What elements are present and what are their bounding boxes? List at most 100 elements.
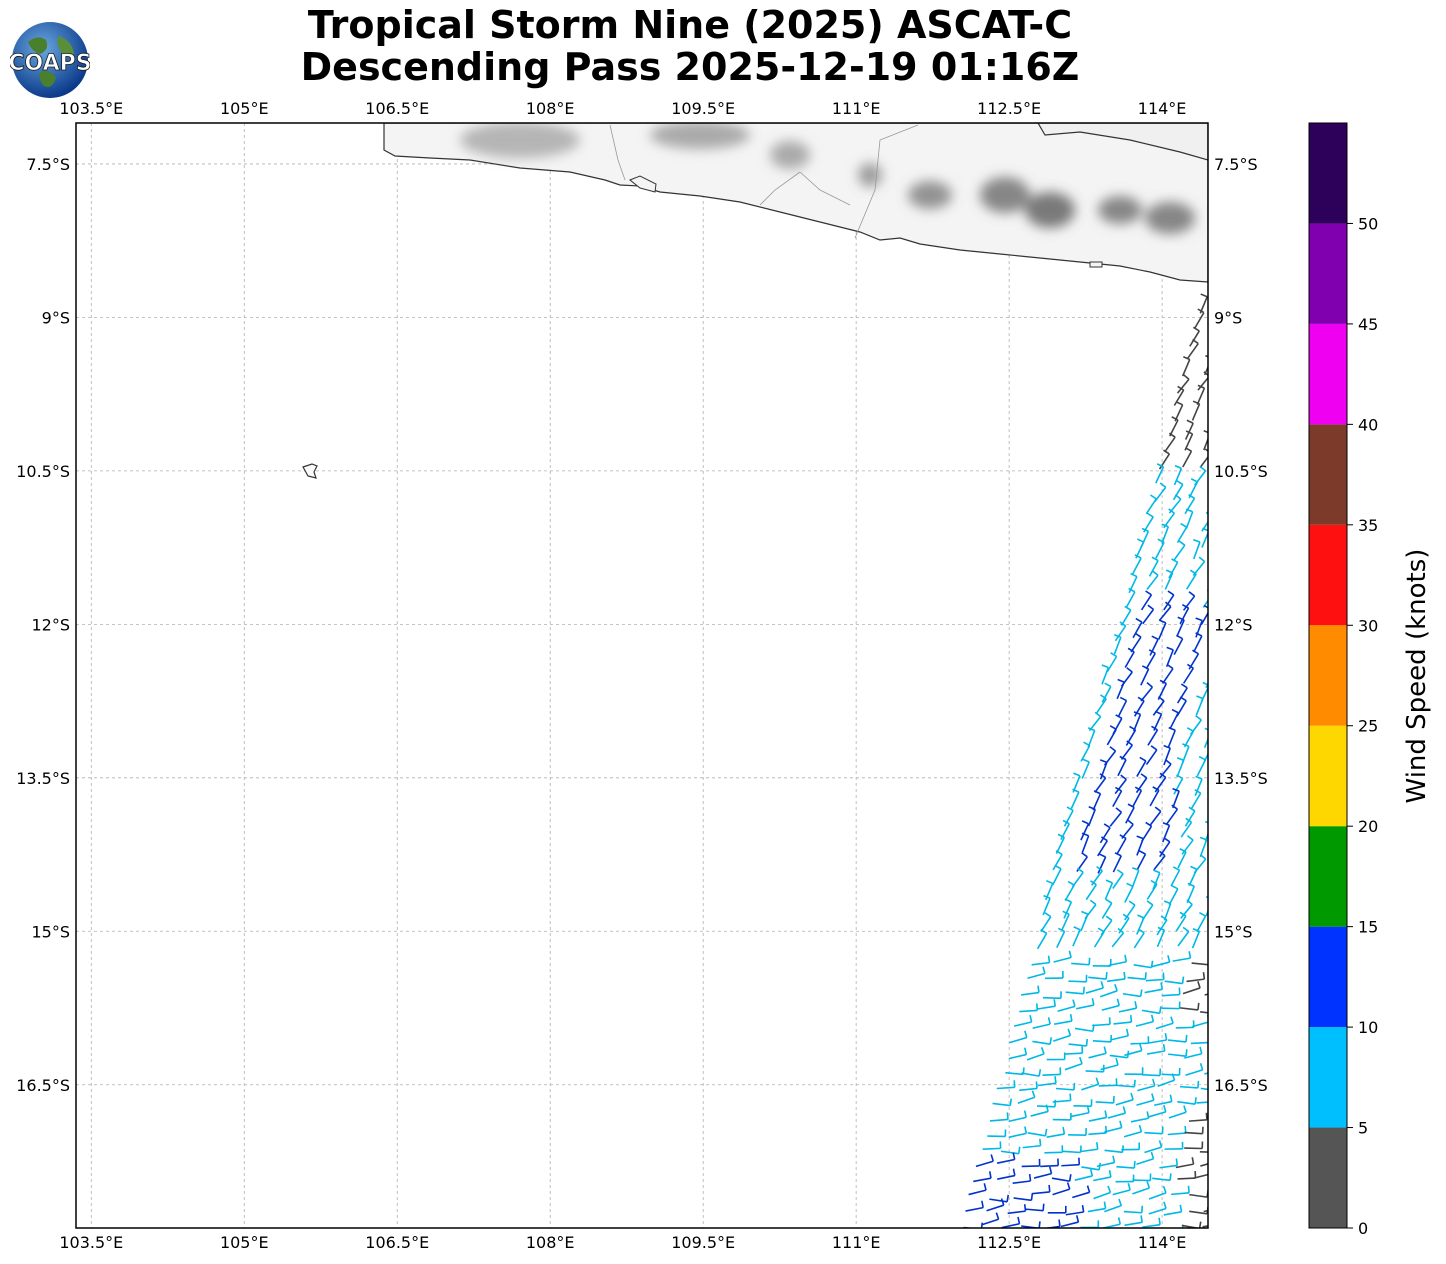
wind-barb [1184,806,1196,827]
wind-barb [1145,745,1158,766]
wind-barb [1173,634,1184,655]
wind-barb [1172,787,1180,809]
wind-barb [1131,554,1142,575]
wind-barb [1152,696,1165,716]
wind-barb [1087,1201,1107,1213]
wind-barb [1114,621,1127,642]
wind-barb [973,1171,992,1183]
colorbar-bin [1309,826,1347,927]
wind-barb [1184,1141,1204,1150]
wind-barb [1061,1157,1081,1167]
wind-barb [1046,1126,1066,1138]
wind-barb [1172,951,1192,962]
wind-barb [1148,1104,1167,1118]
wind-barb [1007,1204,1027,1215]
colorbar-bin [1309,323,1347,425]
wind-barb [1186,972,1206,983]
lon-tick-label-bottom: 112.5°E [977,1233,1041,1252]
wind-barb [996,1152,1016,1164]
colorbar-tick-label: 5 [1358,1119,1368,1138]
axis-tick-labels: 103.5°E 103.5°E 105°E 105°E 106.5°E 106.5°E 10… [16,99,1268,1252]
wind-barb [1148,1201,1167,1215]
wind-barb [1136,850,1147,871]
wind-barb [1152,1173,1172,1182]
wind-barb [1183,727,1195,748]
wind-barb [1190,788,1202,810]
wind-barb [1130,632,1142,653]
lon-tick-label-bottom: 103.5°E [59,1233,123,1252]
wind-barb [1019,1081,1038,1092]
wind-barb [1195,695,1204,716]
wind-barb [1135,773,1148,794]
colorbar-bin [1309,625,1347,726]
wind-barb [1125,803,1135,824]
wind-barb [1027,966,1046,980]
wind-barb [1060,910,1070,931]
wind-barb [1161,1068,1181,1076]
wind-barb [1196,755,1207,777]
wind-barb [1186,882,1196,904]
wind-barb [1081,758,1090,779]
wind-barb [1152,955,1171,968]
wind-barb [1021,985,1040,996]
wind-barb [1155,1016,1174,1030]
wind-barb [1182,663,1194,684]
wind-barb [1205,896,1208,917]
colorbar-tick-label: 30 [1358,616,1378,635]
wind-barb [1053,1028,1072,1042]
wind-barb [1144,1140,1163,1154]
wind-barb [1070,788,1080,809]
wind-barb [1177,926,1190,947]
wind-barb [1199,836,1208,858]
wind-barb [1021,1158,1041,1168]
wind-barb [1124,1043,1143,1057]
wind-barb [981,1212,1000,1226]
wind-barb [1145,972,1165,982]
wind-barb [1097,836,1108,857]
wind-barb [1176,522,1188,544]
lat-tick-label-left: 15°S [31,922,70,941]
wind-barb [1127,972,1147,981]
wind-barb [1168,1034,1188,1043]
wind-barb [1042,991,1062,1000]
wind-barb [1065,986,1086,995]
wind-barb [1162,663,1174,684]
wind-barb [1051,1174,1072,1182]
wind-barb [1175,911,1187,932]
wind-barb [1040,1158,1060,1168]
wind-barb [1081,1077,1100,1091]
wind-barb [1001,1216,1021,1228]
wind-barb [1064,880,1075,902]
lon-tick-label-top: 109.5°E [671,99,735,118]
wind-barb [1180,899,1193,919]
wind-barb [1172,480,1184,501]
wind-barb [1013,1014,1033,1027]
colorbar-tick-label: 25 [1358,717,1378,736]
wind-barb [1052,864,1062,886]
wind-barb [1008,1110,1027,1123]
wind-barb [1188,1112,1208,1122]
wind-barb [1104,1120,1123,1133]
lon-tick-label-bottom: 111°E [832,1233,881,1252]
wind-barb [1132,1173,1152,1182]
wind-barb [1124,647,1135,668]
wind-barb [1072,1185,1091,1199]
wind-barb [1163,744,1171,766]
wind-barb [1092,790,1102,811]
wind-barb [1188,865,1198,886]
wind-barb [1191,400,1201,421]
wind-barb [1008,1126,1028,1139]
wind-barb [1175,1157,1195,1169]
wind-barb [1047,1205,1067,1214]
wind-barb [1149,786,1160,807]
wind-barb [1125,587,1136,609]
wind-barb [1156,926,1166,948]
wind-barb [1156,915,1168,936]
wind-barb [1076,998,1095,1010]
wind-barb [1176,374,1190,394]
wind-barb [1053,1014,1073,1025]
wind-barb [1120,605,1132,626]
wind-barb [1163,900,1172,921]
wind-barb [1191,962,1208,966]
wind-barb [1109,807,1123,827]
